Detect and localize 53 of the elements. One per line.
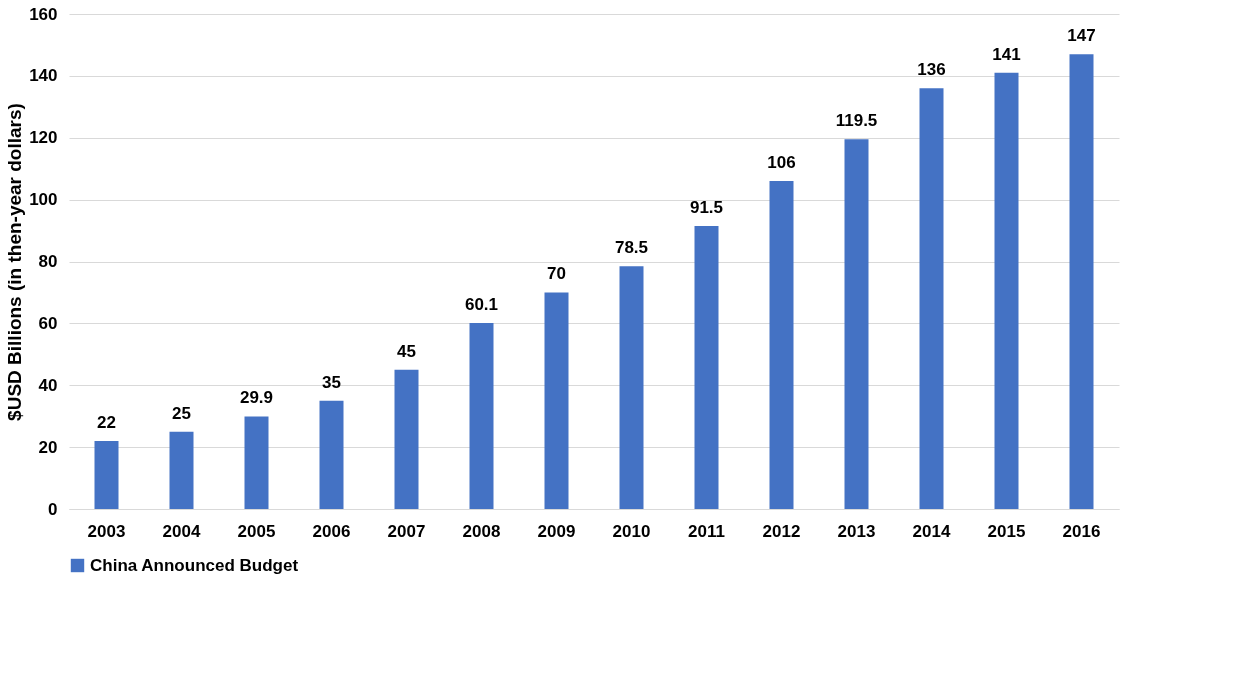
bar <box>619 266 644 509</box>
data-label: 29.9 <box>239 388 274 408</box>
y-axis-title: $USD Billions (in then-year dollars) <box>4 103 26 421</box>
bar <box>994 72 1019 509</box>
bar <box>94 440 119 509</box>
x-tick-label: 2016 <box>1062 521 1101 541</box>
y-tick-label: 0 <box>48 499 58 519</box>
x-tick-label: 2004 <box>162 521 201 541</box>
data-label: 22 <box>97 412 116 432</box>
bar <box>919 88 944 509</box>
bar <box>769 181 794 509</box>
data-label: 141 <box>992 44 1021 64</box>
x-tick-label: 2014 <box>912 521 951 541</box>
x-tick-label: 2010 <box>612 521 651 541</box>
y-tick-label: 140 <box>29 66 58 86</box>
bar <box>844 139 869 509</box>
data-label: 70 <box>547 264 566 284</box>
x-tick-label: 2008 <box>462 521 501 541</box>
data-label: 45 <box>397 341 416 361</box>
data-label: 60.1 <box>464 295 499 315</box>
x-tick-label: 2003 <box>87 521 126 541</box>
legend-label: China Announced Budget <box>90 555 299 575</box>
y-tick-label: 20 <box>38 437 58 457</box>
x-tick-label: 2009 <box>537 521 576 541</box>
data-label: 91.5 <box>689 197 724 217</box>
data-label: 78.5 <box>614 238 649 258</box>
bar <box>169 431 194 509</box>
x-tick-label: 2012 <box>762 521 801 541</box>
data-label: 106 <box>767 153 796 173</box>
y-tick-label: 160 <box>29 4 58 24</box>
data-label: 119.5 <box>835 111 878 131</box>
bar <box>1069 54 1094 509</box>
data-label: 25 <box>172 403 191 423</box>
bar <box>694 225 719 509</box>
x-tick-label: 2007 <box>387 521 426 541</box>
data-label: 136 <box>917 60 946 80</box>
x-tick-label: 2006 <box>312 521 351 541</box>
x-tick-label: 2015 <box>987 521 1026 541</box>
bar <box>469 323 494 509</box>
y-tick-label: 120 <box>29 128 58 148</box>
data-label: 147 <box>1067 26 1096 46</box>
data-label: 35 <box>322 372 341 392</box>
y-tick-label: 80 <box>38 252 58 271</box>
x-tick-label: 2005 <box>237 521 276 541</box>
x-tick-label: 2011 <box>688 521 725 541</box>
bar <box>544 292 569 509</box>
bar <box>244 416 269 509</box>
y-tick-label: 40 <box>38 375 58 395</box>
x-tick-label: 2013 <box>837 521 876 541</box>
bar <box>394 369 419 509</box>
y-tick-label: 60 <box>38 313 58 333</box>
y-tick-label: 100 <box>29 190 58 210</box>
bar <box>319 400 344 509</box>
